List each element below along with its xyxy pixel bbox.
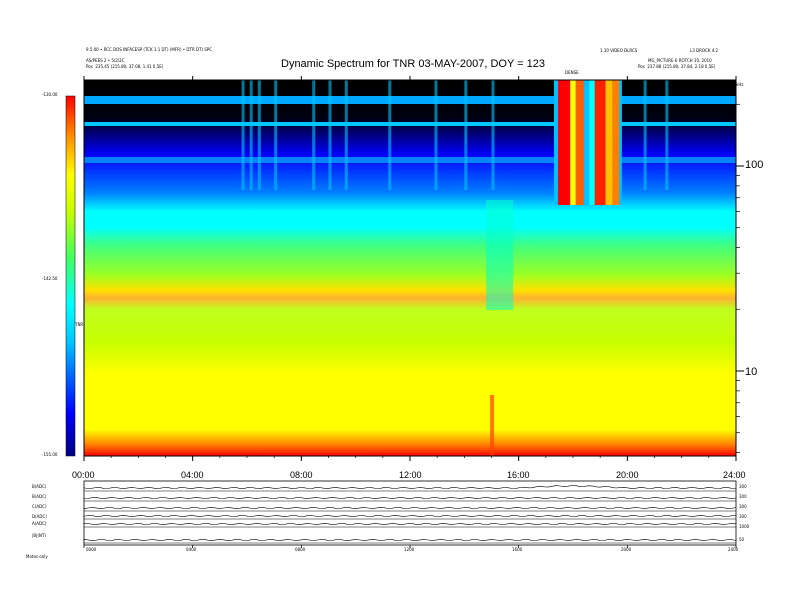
emission-streak (643, 80, 647, 190)
pos-right-label: Pos (638, 64, 645, 69)
panel-x-tick-2: 0800 (295, 547, 306, 552)
y-tick-label-100: 100 (745, 159, 764, 171)
header-corner-label: L3 DROCK 4.2 (690, 48, 719, 53)
x-tick-label-1: 04:00 (181, 470, 204, 480)
chart-title: Dynamic Spectrum for TNR 03-MAY-2007, DO… (281, 58, 546, 70)
panel-x-tick-5: 2000 (621, 547, 632, 552)
panel-right-2: 300 (739, 494, 747, 499)
x-tick-label-2: 08:00 (290, 470, 313, 480)
panel-trace (83, 523, 737, 525)
panel-trace (83, 507, 737, 509)
emission-streak (241, 80, 245, 190)
emission-streak (464, 80, 468, 190)
x-tick-label-3: 12:00 (399, 470, 422, 480)
pos-left-label: Pos (86, 64, 93, 69)
spectrogram-overlays (84, 80, 736, 456)
pos-right-value: 237.88 (215.80, 37.84, 2.18 0.5E) (647, 64, 716, 69)
y-axis-ticks (736, 103, 744, 453)
panel-right-3: 300 (739, 504, 747, 509)
panel-label-3: C(ADC) (32, 504, 47, 509)
colorbar-tick-top: -130.00 (42, 92, 58, 97)
x-tick-label-6: 24:00 (723, 470, 746, 480)
event-label: DENSE (565, 70, 579, 75)
spectral-band (84, 157, 736, 163)
emission-streak (388, 80, 392, 190)
panel-right-4: 300 (739, 514, 747, 519)
panel-label-1: B(ADC) (32, 484, 47, 489)
emission-column (558, 80, 571, 205)
panel-label-5: A(ADC) (32, 521, 47, 526)
emission-column (575, 80, 584, 205)
header-info-left-2: AS/PEES 2 • 5/2/2C (86, 58, 125, 63)
emission-streak (344, 80, 348, 190)
colorbar (65, 95, 76, 457)
header-info-right-1: 1.10 VIDEO DLRCS (600, 48, 638, 53)
x-tick-label-0: 00:00 (72, 470, 95, 480)
emission-streak (434, 80, 438, 190)
panel-label-6: |B|(NT) (32, 533, 46, 538)
band-disturbance (486, 200, 514, 310)
panel-right-1: 300 (739, 484, 747, 489)
low-freq-burst (490, 395, 495, 456)
colorbar-tick-mid: -142.50 (42, 276, 58, 281)
emission-column (612, 80, 620, 205)
x-tick-label-5: 20:00 (616, 470, 639, 480)
pos-left-value: 235.45 (215.80, 37.08, 1.41 0.5E) (95, 64, 164, 69)
emission-column (605, 80, 613, 205)
panel-trace (83, 497, 737, 499)
emission-streak (328, 80, 332, 190)
header-info-left-1: 9.5.00 • RCC DOS INFACESP (TCK 1.1 DT) (… (86, 47, 213, 52)
y-tick-label-10: 10 (745, 366, 758, 378)
header-pos-right: Pos 237.88 (215.80, 37.84, 2.18 0.5E) (638, 64, 715, 69)
emission-streak (491, 80, 495, 190)
panel-label-2: B(ADC) (32, 494, 47, 499)
emission-streak (312, 80, 316, 190)
emission-column (594, 80, 606, 205)
x-axis-ticks (83, 76, 737, 461)
emission-streak (274, 80, 278, 190)
panel-trace (83, 485, 737, 489)
panel-x-tick-0: 0000 (86, 547, 97, 552)
colorbar-tick-bottom: -155.00 (42, 452, 58, 457)
emission-column (589, 80, 595, 205)
lower-panels-frame (83, 480, 737, 546)
panel-label-4: D(ADC) (32, 514, 47, 519)
spectrogram-image (84, 80, 736, 456)
header-pos-left: Pos 235.45 (215.80, 37.08, 1.41 0.5E) (86, 64, 163, 69)
panel-right-6: 50 (739, 537, 745, 542)
panel-trace (83, 515, 737, 517)
spectral-band (84, 96, 736, 104)
panel-x-tick-4: 1600 (512, 547, 523, 552)
panel-right-5: 1000 (739, 524, 750, 529)
panel-x-tick-3: 1200 (404, 547, 415, 552)
emission-streak (257, 80, 261, 190)
emission-column (570, 80, 576, 205)
panel-footer: Motes only (26, 554, 48, 559)
lower-panel-traces (83, 485, 737, 548)
header-info-right-2: MG_PICTURE 6 ROTCH 10, 2010 (648, 58, 712, 63)
panel-x-tick-1: 0400 (186, 547, 197, 552)
panel-x-tick-6: 2400 (728, 547, 739, 552)
freq-unit-label: kHz (736, 82, 744, 87)
emission-streak (249, 80, 253, 190)
emission-streak (665, 80, 669, 190)
colorbar-label: TNR (75, 322, 84, 327)
panel-trace (83, 539, 737, 541)
spectral-band (84, 122, 736, 126)
x-tick-label-4: 16:00 (507, 470, 530, 480)
